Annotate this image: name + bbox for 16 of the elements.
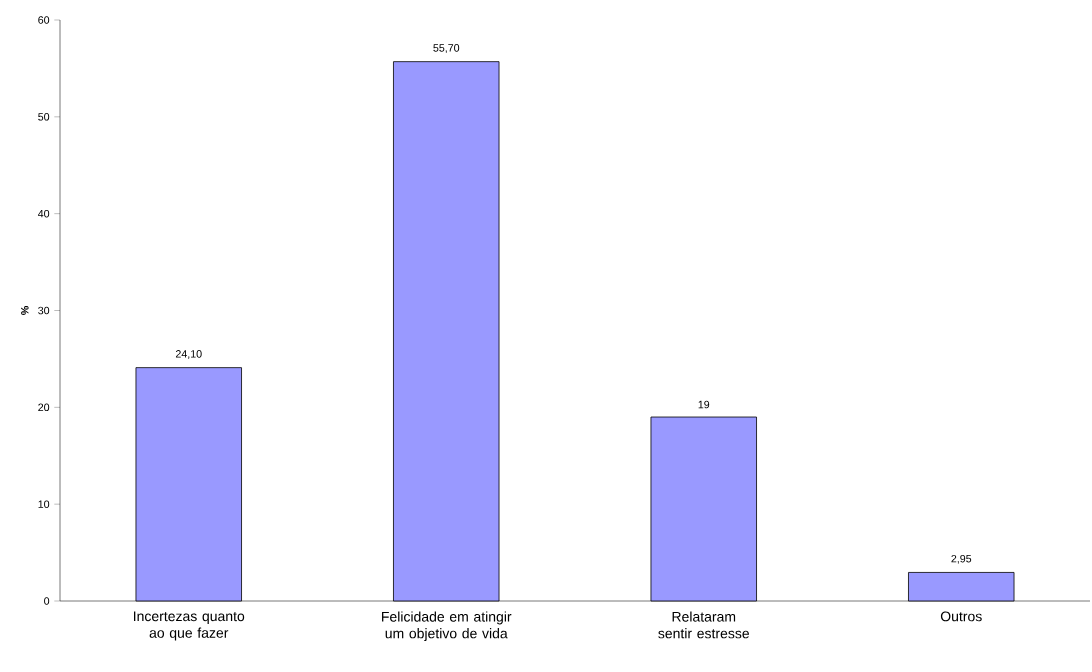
x-tick-label: Outros [940, 611, 982, 622]
y-tick-label: 50 [38, 113, 50, 121]
y-tick-label: 0 [44, 597, 50, 605]
y-tick-label: 30 [38, 306, 50, 315]
data-label: 55,70 [433, 44, 460, 53]
y-tick-label: 20 [38, 403, 50, 412]
x-tick-label: Relataram sentir estresse [658, 611, 750, 639]
data-label: 19 [698, 400, 710, 409]
data-label: 24,10 [175, 350, 202, 359]
x-tick-label: Felicidade em atingir um objetivo de vida [382, 611, 512, 642]
x-tick-label: Incertezas quanto ao que fazer [134, 611, 245, 641]
y-tick-label: 10 [38, 500, 50, 508]
y-tick-label: 60 [38, 16, 50, 24]
y-axis-title: % [21, 306, 29, 315]
data-label: 2,95 [951, 554, 972, 564]
y-tick-label: 40 [37, 209, 50, 218]
